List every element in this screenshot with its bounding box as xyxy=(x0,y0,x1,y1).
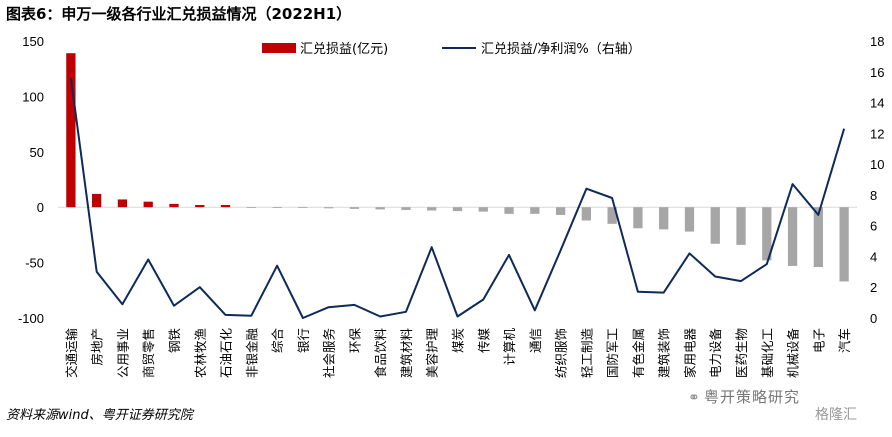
right-tick-label: 16 xyxy=(870,65,884,80)
category-label: 计算机 xyxy=(502,328,517,366)
bar-公用事业 xyxy=(117,199,128,208)
category-label: 非银金融 xyxy=(244,328,259,379)
category-label: 通信 xyxy=(528,328,543,353)
bar-综合 xyxy=(272,207,282,208)
category-label: 农林牧渔 xyxy=(193,328,208,378)
category-label: 建筑材料 xyxy=(399,328,414,379)
right-tick-label: 2 xyxy=(870,280,877,295)
ratio-line-series xyxy=(69,77,846,319)
category-label: 社会服务 xyxy=(322,328,337,378)
bar-家用电器 xyxy=(684,207,695,232)
category-label: 医药生物 xyxy=(734,328,749,378)
right-tick-label: 4 xyxy=(870,249,877,264)
bar-医药生物 xyxy=(736,207,746,245)
source-note: 资料来源wind、粤开证券研究院 xyxy=(6,408,193,423)
category-label: 电子 xyxy=(811,328,826,353)
left-tick-label: 150 xyxy=(22,34,44,49)
bar-轻工制造 xyxy=(581,207,592,221)
bar-机械设备 xyxy=(787,207,798,266)
category-label: 银行 xyxy=(296,328,311,353)
category-label: 环保 xyxy=(347,328,362,354)
category-label: 商贸零售 xyxy=(141,328,156,378)
category-axis: 交通运输 房地产 公用事业 商贸零售 钢铁 农林牧渔 石油石化 非银金融 综合 银行 社会服务 环保食… xyxy=(64,328,852,379)
right-tick-label: 14 xyxy=(870,96,884,111)
bar-农林牧渔 xyxy=(195,204,205,208)
bar-汽车 xyxy=(839,207,849,282)
right-tick-label: 8 xyxy=(870,188,877,203)
bar-交通运输 xyxy=(66,53,76,208)
legend-bar-swatch xyxy=(262,43,296,53)
category-label: 综合 xyxy=(270,328,285,354)
left-tick-label: 100 xyxy=(22,89,44,104)
category-label: 机械设备 xyxy=(786,328,801,379)
bar-社会服务 xyxy=(323,207,334,209)
right-tick-label: 10 xyxy=(870,157,884,172)
category-label: 家用电器 xyxy=(682,328,697,379)
right-tick-label: 0 xyxy=(870,311,877,326)
right-tick-label: 12 xyxy=(870,126,884,141)
category-label: 公用事业 xyxy=(115,328,130,378)
legend: 汇兑损益(亿元) 汇兑损益/净利润%（右轴） xyxy=(262,42,641,57)
right-tick-label: 6 xyxy=(870,219,877,234)
bar-食品饮料 xyxy=(375,207,385,210)
bar-电子 xyxy=(813,207,823,268)
bar-有色金属 xyxy=(633,207,643,229)
wechat-icon: ⚭ xyxy=(688,390,700,406)
category-label: 传媒 xyxy=(476,328,491,354)
category-label: 美容护理 xyxy=(425,328,440,379)
left-axis: -100 -50 0 50 100 150 xyxy=(18,34,44,326)
left-tick-label: 50 xyxy=(30,145,44,160)
right-tick-label: 18 xyxy=(870,34,884,49)
category-label: 国防军工 xyxy=(605,328,620,378)
bar-传媒 xyxy=(478,207,488,212)
bar-商贸零售 xyxy=(143,201,153,208)
category-label: 汽车 xyxy=(837,328,852,353)
left-tick-label: -50 xyxy=(25,256,44,271)
category-label: 轻工制造 xyxy=(579,328,594,379)
watermark-sub: 格隆汇 xyxy=(815,407,857,423)
bar-电力设备 xyxy=(710,207,720,244)
bar-series xyxy=(66,53,849,282)
legend-line-label: 汇兑损益/净利润%（右轴） xyxy=(481,42,641,57)
category-label: 钢铁 xyxy=(167,328,182,354)
category-label: 交通运输 xyxy=(64,328,79,379)
bar-建筑装饰 xyxy=(659,207,669,230)
bar-煤炭 xyxy=(452,207,463,212)
category-label: 煤炭 xyxy=(451,328,466,353)
bar-钢铁 xyxy=(169,203,179,208)
watermark-text: 粤开策略研究 xyxy=(704,388,801,406)
category-label: 有色金属 xyxy=(631,328,646,378)
bar-环保 xyxy=(349,207,360,209)
bar-非银金融 xyxy=(246,207,256,208)
legend-bar-label: 汇兑损益(亿元) xyxy=(300,42,388,57)
category-label: 纺织服饰 xyxy=(554,328,569,378)
left-tick-label: -100 xyxy=(18,311,44,326)
right-axis: 0 2 4 6 8 10 12 14 16 18 xyxy=(870,34,884,326)
bar-房地产 xyxy=(92,193,102,208)
left-tick-label: 0 xyxy=(37,200,44,215)
category-label: 电力设备 xyxy=(708,328,723,379)
category-label: 建筑装饰 xyxy=(657,328,672,378)
bar-计算机 xyxy=(504,207,514,214)
bar-通信 xyxy=(530,207,540,214)
bar-基础化工 xyxy=(762,207,772,261)
category-label: 石油石化 xyxy=(219,328,234,379)
category-label: 食品饮料 xyxy=(373,328,388,379)
chart-title: 图表6：申万一级各行业汇兑损益情况（2022H1） xyxy=(6,5,352,23)
category-label: 房地产 xyxy=(90,328,105,366)
category-label: 基础化工 xyxy=(760,328,775,378)
bar-银行 xyxy=(298,207,308,208)
bar-国防军工 xyxy=(607,207,617,224)
bar-建筑材料 xyxy=(401,207,411,210)
bar-美容护理 xyxy=(427,207,437,211)
bar-纺织服饰 xyxy=(555,207,566,215)
bar-石油石化 xyxy=(220,204,231,208)
